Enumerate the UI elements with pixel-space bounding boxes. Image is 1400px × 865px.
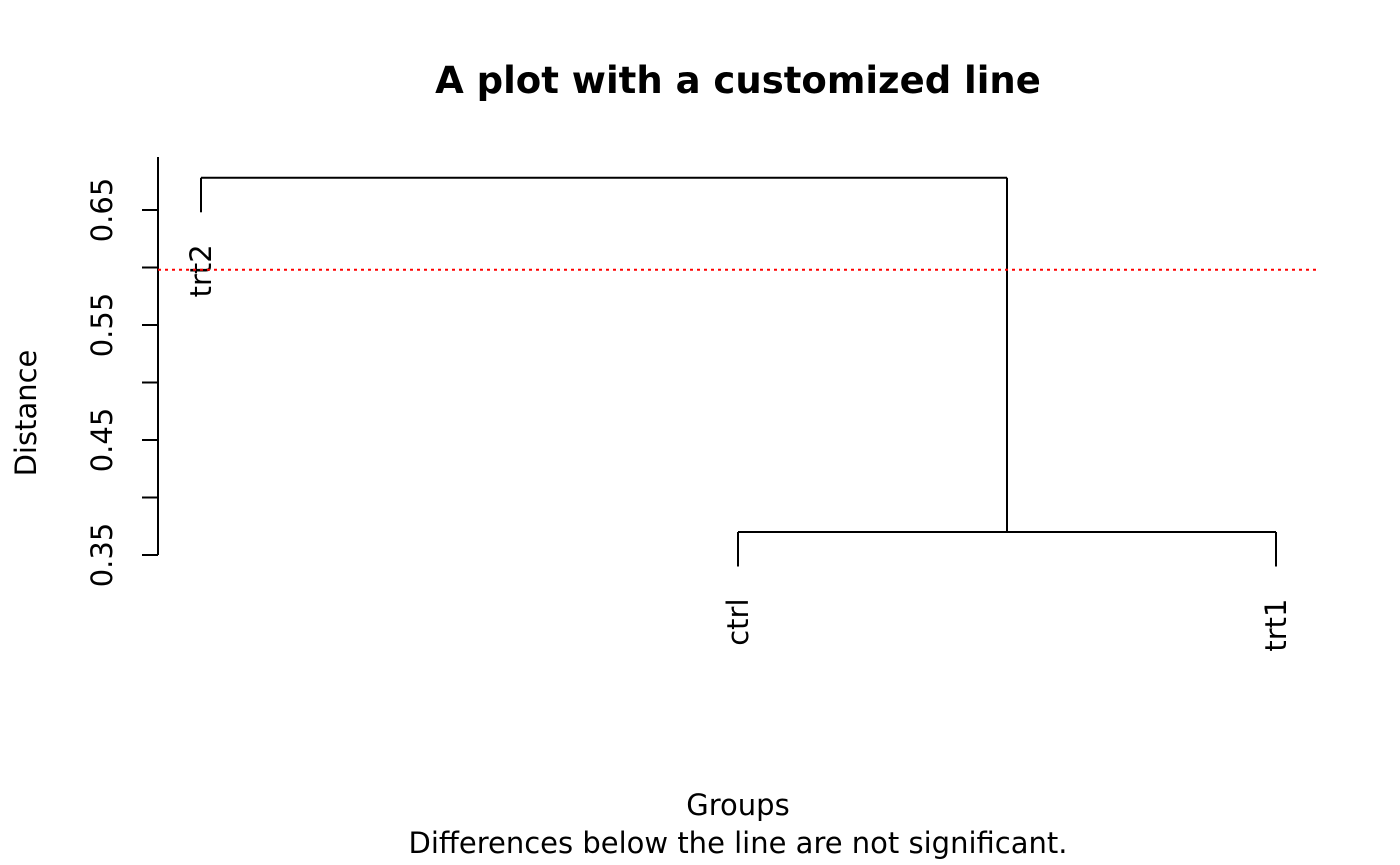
leaf-label-trt1: trt1 <box>1259 599 1293 652</box>
x-axis-label: Groups <box>686 788 789 822</box>
leaf-label-ctrl: ctrl <box>721 599 755 646</box>
chart-subtitle: Differences below the line are not signi… <box>409 826 1068 860</box>
chart-title: A plot with a customized line <box>435 59 1041 102</box>
plot-area: 0.35 0.45 0.55 0.65 trt2 ctrl trt1 <box>85 157 1320 652</box>
leaf-label-trt2: trt2 <box>184 244 218 297</box>
y-tick-label: 0.45 <box>85 408 119 473</box>
y-tick-label: 0.35 <box>85 523 119 588</box>
y-tick-label: 0.55 <box>85 293 119 358</box>
y-tick-label: 0.65 <box>85 178 119 243</box>
y-axis-label: Distance <box>9 350 43 477</box>
